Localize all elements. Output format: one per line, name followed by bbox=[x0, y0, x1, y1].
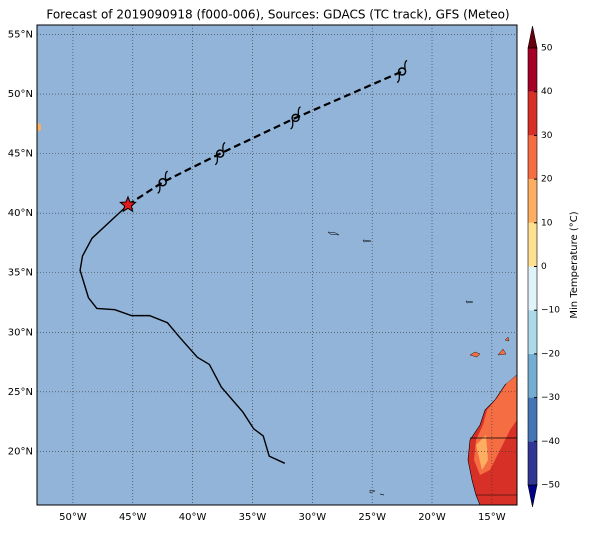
colorbar-tick-label: 20 bbox=[541, 175, 553, 185]
colorbar-band bbox=[528, 310, 537, 354]
y-tick-label: 45°N bbox=[8, 149, 33, 160]
colorbar-band bbox=[528, 135, 537, 180]
colorbar-band bbox=[528, 48, 537, 92]
x-tick-label: 20°W bbox=[418, 512, 446, 523]
colorbar-band bbox=[528, 91, 537, 136]
map-frame bbox=[36, 24, 518, 506]
land bbox=[37, 122, 518, 506]
cyclone-arm bbox=[396, 59, 408, 84]
y-tick-label: 30°N bbox=[8, 327, 33, 338]
cyclone-marker bbox=[215, 149, 225, 158]
colorbar-band bbox=[528, 441, 537, 485]
colorbar-tick-label: −40 bbox=[541, 437, 560, 447]
cyclone-arm bbox=[157, 170, 168, 194]
ocean bbox=[37, 25, 517, 505]
colorbar-tick-label: 40 bbox=[541, 87, 553, 97]
colorbar-tick-label: 50 bbox=[541, 44, 553, 54]
colorbar-band bbox=[528, 353, 537, 398]
map-title: Forecast of 2019090918 (f000-006), Sourc… bbox=[46, 8, 509, 22]
x-tick-label: 40°W bbox=[179, 512, 207, 523]
y-tick-label: 55°N bbox=[8, 30, 33, 41]
cyclone-marker bbox=[158, 177, 167, 187]
x-tick-label: 45°W bbox=[119, 512, 147, 523]
colorbar-tick-label: 10 bbox=[541, 218, 553, 228]
colorbar-tick-label: −20 bbox=[541, 349, 560, 359]
y-tick-label: 50°N bbox=[8, 89, 33, 100]
colorbar-tick-label: −30 bbox=[541, 393, 560, 403]
colorbar-band bbox=[528, 179, 537, 223]
x-tick-label: 35°W bbox=[239, 512, 267, 523]
y-tick-label: 35°N bbox=[8, 268, 33, 279]
x-tick-label: 15°W bbox=[478, 512, 506, 523]
cyclone-arm bbox=[214, 142, 226, 166]
colorbar-tick-label: −10 bbox=[541, 306, 560, 316]
cyclone-marker bbox=[397, 67, 407, 76]
colorbar-tick-label: −50 bbox=[541, 481, 560, 491]
x-tick-label: 25°W bbox=[358, 512, 386, 523]
colorbar-extend-bottom bbox=[527, 484, 538, 508]
y-tick-label: 20°N bbox=[8, 446, 33, 457]
colorbar-label: Min Temperature (°C) bbox=[569, 211, 580, 318]
colorbar-tick-label: 30 bbox=[541, 131, 553, 141]
x-tick-label: 30°W bbox=[298, 512, 326, 523]
current-position bbox=[119, 195, 137, 213]
colorbar-extend-top bbox=[527, 25, 538, 49]
colorbar-tick-label: 0 bbox=[541, 262, 547, 272]
forecast-track bbox=[127, 70, 403, 206]
past-track bbox=[79, 204, 286, 464]
y-tick-label: 40°N bbox=[8, 208, 33, 219]
colorbar-band bbox=[528, 222, 537, 267]
cyclone-marker bbox=[291, 113, 300, 123]
cyclone-arm bbox=[290, 106, 301, 130]
colorbar-band bbox=[528, 266, 537, 311]
y-tick-label: 25°N bbox=[8, 387, 33, 398]
x-tick-label: 50°W bbox=[59, 512, 87, 523]
colorbar-band bbox=[528, 397, 537, 442]
